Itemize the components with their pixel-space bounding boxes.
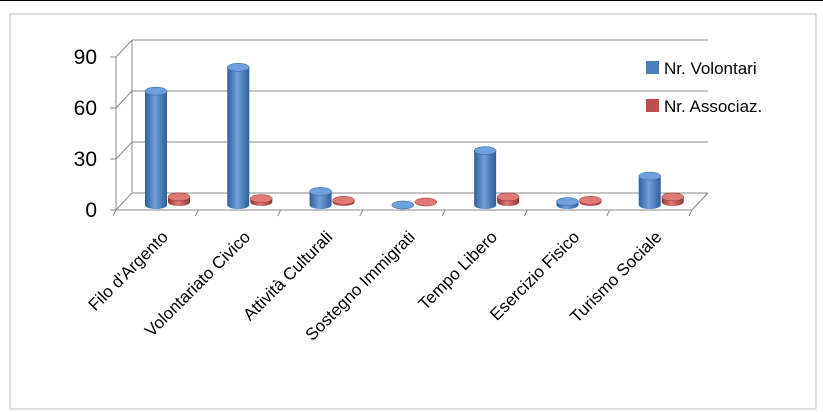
bar-associaz-1 xyxy=(250,194,273,206)
x-tick-mark xyxy=(112,209,117,217)
y-axis-ticks: 0 30 60 90 xyxy=(74,46,116,222)
gridlines xyxy=(115,39,708,211)
bar-volontari-1 xyxy=(227,63,250,209)
bar-associaz-0-top xyxy=(167,192,191,202)
bar-volontari-4-top xyxy=(473,146,497,155)
y-tick-label: 0 xyxy=(85,199,97,222)
bar-volontari-4-body xyxy=(474,150,497,209)
bar-volontari-0-body xyxy=(145,91,167,209)
y-tick-label: 30 xyxy=(74,148,97,171)
bar-associaz-5 xyxy=(579,196,602,206)
bar-volontari-1-top xyxy=(227,63,250,72)
chart-border xyxy=(9,13,817,410)
x-tick-mark xyxy=(441,209,446,217)
bar-volontari-2 xyxy=(309,187,332,209)
bar-associaz-5-top xyxy=(579,196,602,205)
bar-associaz-3-top xyxy=(414,197,438,207)
bar-volontari-6-top xyxy=(638,171,661,181)
bar-volontari-5 xyxy=(556,197,579,209)
legend-swatch-associaz xyxy=(646,99,659,112)
bar-associaz-4 xyxy=(496,192,520,207)
bar-associaz-2 xyxy=(332,196,355,206)
gridline-side xyxy=(115,192,133,211)
bar-volontari-3-top xyxy=(391,200,415,210)
x-tick-mark xyxy=(523,209,528,217)
bar-volontari-3 xyxy=(391,200,415,210)
bar-volontari-2-body xyxy=(309,191,332,209)
bars xyxy=(144,63,684,210)
bar-volontari-5-top xyxy=(556,197,579,206)
bar-associaz-4-top xyxy=(496,192,520,202)
bar-volontari-2-top xyxy=(309,187,332,196)
floor-right-edge xyxy=(691,192,709,211)
x-category-label: Filo d'Argento xyxy=(85,227,172,314)
gridline-side xyxy=(115,39,133,58)
x-category-label: Tempo Libero xyxy=(415,227,501,313)
y-tick-label: 60 xyxy=(74,97,97,120)
y-tick-label: 90 xyxy=(74,46,97,69)
axes xyxy=(112,40,709,217)
legend: Nr. Volontari Nr. Associaz. xyxy=(646,59,762,116)
bar-volontari-4 xyxy=(473,146,497,209)
bar-volontari-0-top xyxy=(144,86,168,96)
legend-label-volontari: Nr. Volontari xyxy=(664,59,757,78)
bar-volontari-6-body xyxy=(638,176,661,209)
x-tick-mark xyxy=(688,209,693,217)
bar-volontari-1-body xyxy=(227,67,250,209)
gridline-side xyxy=(115,90,133,109)
x-tick-mark xyxy=(359,209,364,217)
bar-associaz-3 xyxy=(414,197,438,207)
x-tick-mark xyxy=(277,209,282,217)
bar-associaz-6-top xyxy=(661,192,684,202)
bar-associaz-0 xyxy=(167,192,191,206)
bar-volontari-6 xyxy=(638,171,661,209)
legend-swatch-volontari xyxy=(646,61,659,74)
bar-associaz-6 xyxy=(661,192,684,206)
legend-label-associaz: Nr. Associaz. xyxy=(664,97,762,116)
bar-volontari-0 xyxy=(144,86,168,209)
bar-associaz-1-top xyxy=(250,194,273,203)
gridline-side xyxy=(115,141,133,160)
x-tick-mark xyxy=(606,209,611,217)
x-tick-mark xyxy=(194,209,199,217)
bar-associaz-2-top xyxy=(332,196,355,205)
